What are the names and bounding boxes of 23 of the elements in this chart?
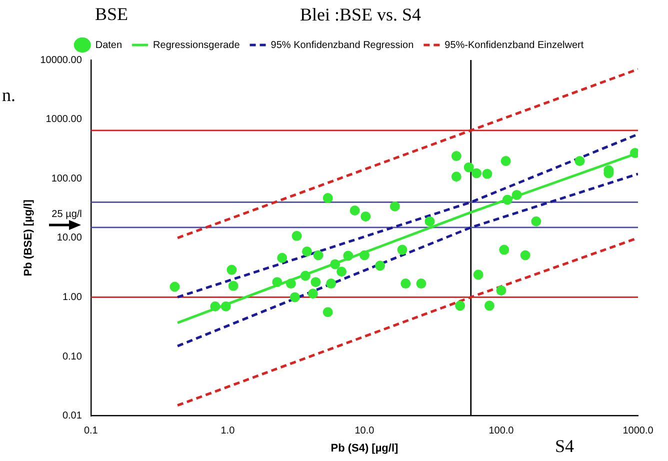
y-tick-label: 0.01 (62, 410, 82, 422)
legend-label: Regressionsgerade (153, 40, 240, 51)
x-tick-label: 10.0 (354, 426, 375, 437)
x-tick-label: 1000.0 (622, 426, 654, 437)
y-tick-label: 0.10 (62, 351, 82, 362)
x-tick-label: 1.0 (220, 426, 236, 437)
legend-label: Daten (95, 40, 122, 51)
text: n. (2, 85, 16, 106)
y-axis-title: Pb (BSE) [µg/l] (22, 199, 35, 276)
legend-label: 95% Konfidenzband Regression (270, 40, 414, 51)
text: BSE (95, 4, 128, 25)
y-tick-label: 1.00 (62, 292, 82, 303)
text: S4 (555, 436, 574, 457)
x-tick-label: 0.1 (84, 426, 98, 437)
chart-title: Blei :BSE vs. S4 (300, 4, 422, 25)
x-tick-label: 100.0 (488, 426, 514, 437)
y-tick-label: 1000.00 (46, 114, 82, 126)
x-axis-title: Pb (S4) [µg/l] (330, 442, 399, 454)
y-tick-label: 10.00 (56, 232, 82, 244)
y-tick-label: 25 µg/l (52, 209, 82, 220)
legend-label: 95%-Konfidenzband Einzelwert (444, 40, 584, 51)
y-tick-label: 100.00 (51, 173, 82, 184)
y-tick-label: 10000.00 (40, 54, 82, 66)
